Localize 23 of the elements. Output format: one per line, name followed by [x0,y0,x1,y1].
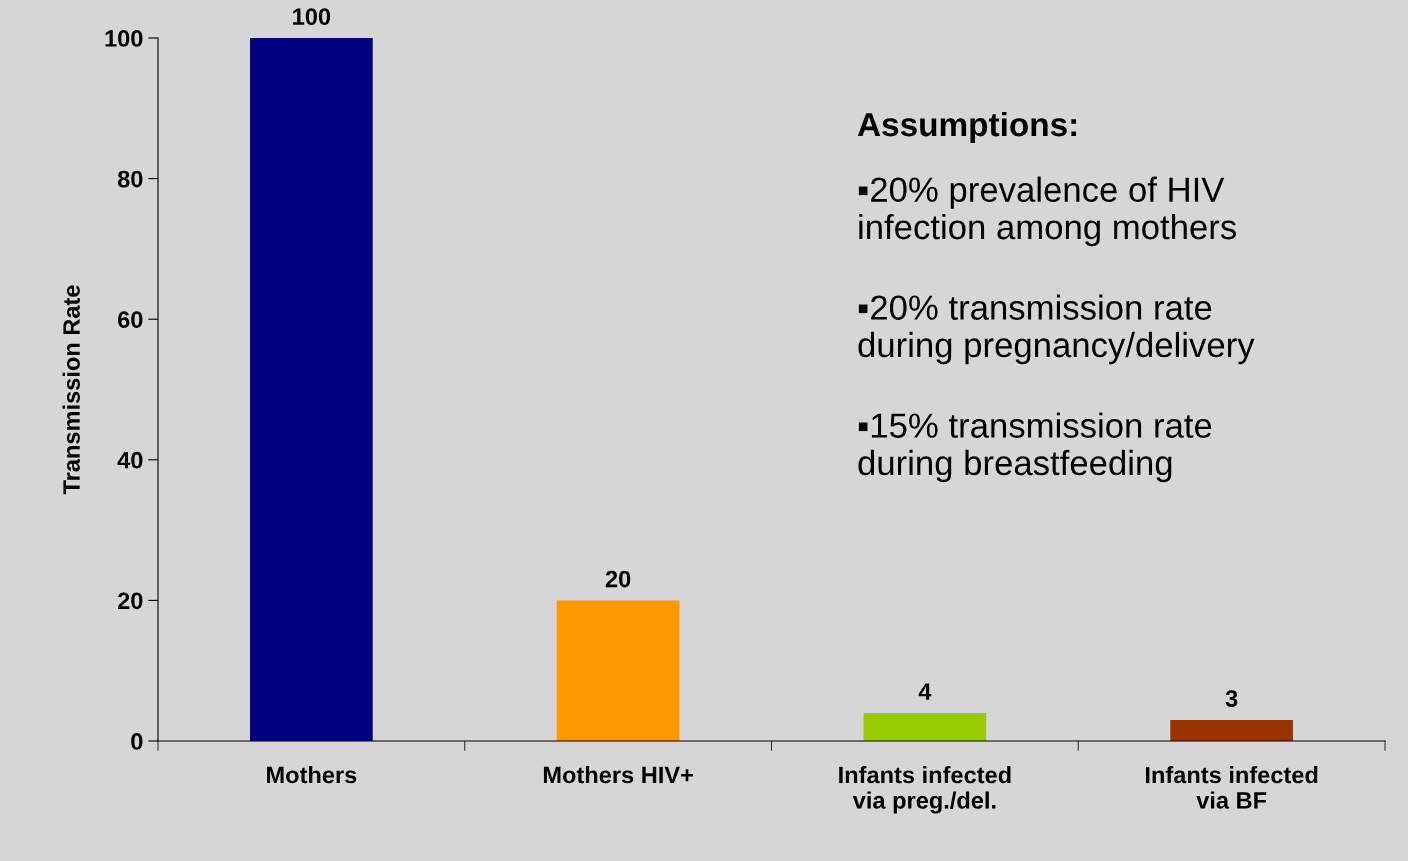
y-tick-label: 40 [117,451,143,469]
x-tick-label: Infants infected via BF [1145,766,1318,809]
x-tick-label: Mothers [267,766,357,784]
y-tick-label: 0 [131,733,143,750]
bar [556,600,680,741]
bar [863,712,987,741]
data-label: 100 [293,8,331,25]
bar [1170,719,1293,741]
data-label: 4 [918,683,932,700]
bar [250,38,373,741]
annotation: ▪20% transmission rate during pregnancy/delivery [858,294,1255,365]
x-tick-label: Mothers HIV+ [543,766,693,784]
annotation: ▪20% prevalence of HIV infection among mothers [858,176,1236,247]
y-axis-title: Transmission Rate [62,285,80,495]
annotation: Assumptions: [857,111,1077,143]
y-tick-label: 20 [117,592,143,610]
annotation: ▪15% transmission rate during breastfeeding [858,412,1212,483]
data-label: 20 [605,570,631,588]
y-tick-label: 80 [117,170,143,188]
y-tick-label: 60 [118,311,143,328]
data-label: 3 [1225,690,1238,707]
x-tick-label: Infants infected via preg./del. [839,766,1011,814]
y-tick-label: 100 [105,30,143,47]
